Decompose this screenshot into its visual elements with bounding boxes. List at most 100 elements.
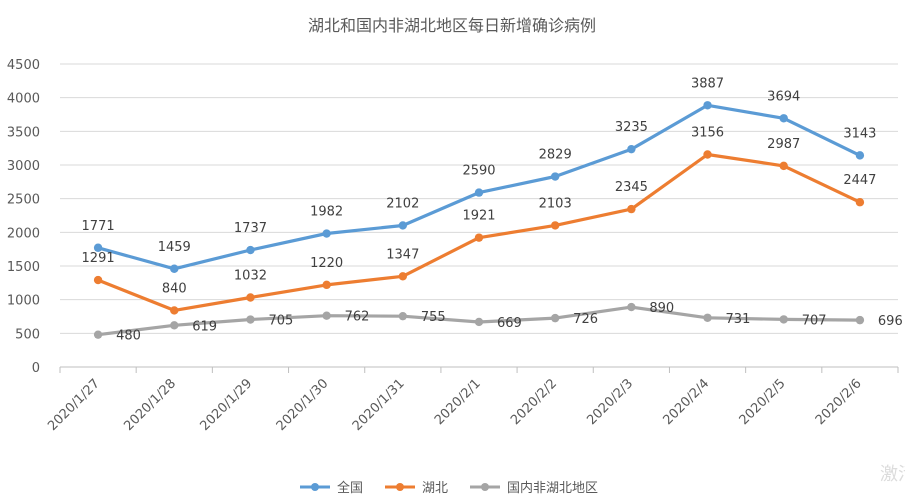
x-tick-label: 2020/2/1 [432, 376, 484, 428]
chart-title: 湖北和国内非湖北地区每日新增确诊病例 [308, 16, 596, 35]
data-label: 2447 [843, 173, 876, 188]
y-tick-label: 3500 [7, 125, 40, 140]
data-label: 2987 [767, 137, 800, 152]
data-labels: 1771 1459 1737 1982 2102 2590 2829 3235 3887 3694… [82, 76, 903, 343]
data-point [779, 315, 788, 324]
data-label: 669 [497, 316, 522, 331]
x-tick-label: 2020/1/30 [274, 376, 332, 434]
series-line-0 [96, 103, 862, 271]
data-point [703, 313, 712, 322]
x-tick-label: 2020/1/29 [198, 376, 256, 434]
watermark: 激活 [880, 464, 905, 485]
data-label: 1921 [462, 209, 495, 224]
y-tick-label: 1000 [7, 294, 40, 309]
y-tick-label: 1500 [7, 260, 40, 275]
data-point [779, 161, 788, 171]
data-label: 696 [878, 314, 903, 329]
data-point [93, 330, 103, 339]
data-label: 3235 [615, 120, 648, 135]
data-label: 1771 [82, 219, 115, 234]
series-lines [93, 101, 865, 339]
legend-label: 全国 [337, 480, 363, 496]
y-axis: 0 500 1000 1500 2000 2500 3000 3500 4000 4500 [7, 58, 40, 376]
data-point [322, 229, 331, 238]
data-label: 1982 [310, 205, 343, 220]
data-point [703, 150, 712, 159]
legend-marker [311, 483, 319, 491]
data-point [398, 272, 408, 281]
data-point [550, 313, 560, 323]
x-tick-label: 2020/2/2 [508, 376, 560, 428]
data-point [703, 101, 712, 110]
y-tick-label: 4000 [7, 92, 40, 107]
data-label: 731 [726, 312, 751, 327]
x-tick-label: 2020/2/3 [584, 376, 636, 428]
y-tick-label: 2000 [7, 226, 40, 241]
data-point [93, 243, 103, 252]
data-label: 1737 [234, 221, 267, 236]
data-label: 705 [268, 314, 293, 329]
y-tick-label: 3000 [7, 159, 40, 174]
data-label: 3143 [843, 126, 876, 141]
data-label: 2590 [462, 164, 495, 179]
data-point [474, 188, 484, 197]
legend-marker [481, 483, 489, 491]
data-label: 890 [649, 301, 674, 316]
x-tick-label: 2020/2/4 [660, 376, 712, 428]
data-label: 2829 [539, 148, 572, 163]
x-tick-label: 2020/2/5 [737, 376, 789, 428]
data-point [246, 293, 255, 302]
y-tick-label: 0 [32, 361, 40, 376]
data-point [246, 315, 255, 324]
legend-label: 国内非湖北地区 [507, 480, 598, 496]
data-label: 840 [162, 281, 187, 296]
data-point [779, 114, 788, 123]
data-point [246, 245, 255, 255]
data-point [627, 204, 636, 214]
data-point [170, 264, 179, 273]
x-tick-label: 2020/1/27 [45, 376, 103, 434]
grid-lines [60, 63, 898, 368]
data-point [627, 302, 636, 312]
data-point [627, 144, 636, 154]
data-label: 1347 [386, 247, 419, 262]
data-label: 619 [192, 319, 217, 334]
data-label: 707 [802, 313, 827, 328]
x-tick-label: 2020/1/28 [121, 376, 179, 434]
data-label: 2345 [615, 180, 648, 195]
data-point [550, 172, 560, 181]
data-point [170, 306, 179, 315]
data-point [474, 317, 484, 327]
y-tick-label: 2500 [7, 193, 40, 208]
data-label: 1459 [158, 240, 191, 255]
data-point [855, 198, 865, 207]
data-label: 762 [345, 310, 370, 325]
y-tick-label: 4500 [7, 58, 40, 73]
data-point [855, 315, 865, 325]
data-label: 755 [421, 310, 446, 325]
data-label: 3694 [767, 89, 800, 104]
data-point [398, 221, 408, 230]
data-label: 3887 [691, 76, 724, 91]
data-label: 3156 [691, 125, 724, 140]
x-axis: 2020/1/27 2020/1/28 2020/1/29 2020/1/30 2020… [45, 366, 899, 434]
data-point [855, 151, 865, 160]
data-label: 726 [573, 312, 598, 327]
data-label: 1220 [310, 256, 343, 271]
data-point [398, 311, 408, 321]
data-label: 1291 [82, 251, 115, 266]
data-label: 2102 [386, 196, 419, 211]
data-point [170, 321, 179, 330]
legend-label: 湖北 [422, 481, 448, 496]
x-tick-label: 2020/1/31 [350, 376, 408, 434]
data-point [550, 221, 560, 230]
data-point [93, 275, 103, 285]
data-label: 2103 [539, 196, 572, 211]
data-label: 480 [116, 329, 141, 344]
data-point [474, 233, 484, 242]
x-tick-label: 2020/2/6 [813, 376, 865, 428]
legend: 全国 湖北 国内非湖北地区 [300, 480, 598, 496]
data-point [322, 311, 331, 320]
legend-marker [396, 483, 404, 491]
